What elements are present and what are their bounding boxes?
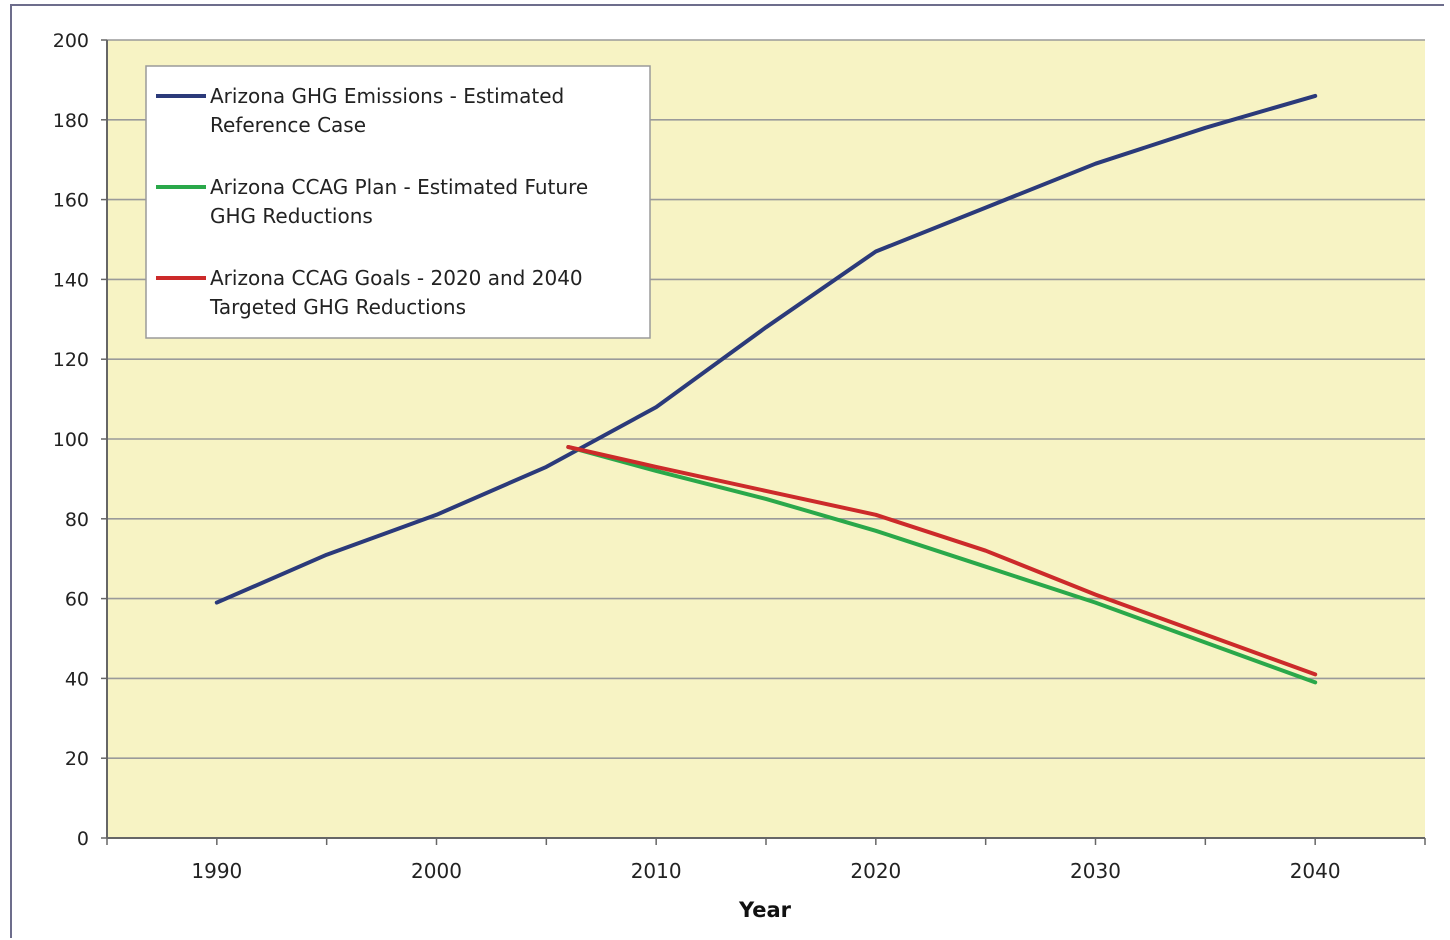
y-tick-label: 80 (65, 509, 89, 531)
legend-label: Reference Case (210, 113, 366, 137)
y-tick-label: 60 (65, 589, 89, 611)
y-tick-label: 0 (77, 828, 89, 850)
legend-label: GHG Reductions (210, 204, 373, 228)
chart-frame (10, 4, 1444, 938)
legend-label: Targeted GHG Reductions (209, 295, 466, 319)
series-line-1 (214, 93, 1318, 605)
legend-label: Arizona CCAG Goals - 2020 and 2040 (210, 266, 583, 290)
x-tick-label: 2000 (411, 859, 462, 883)
x-tick-label: 2020 (850, 859, 901, 883)
x-tick-label: 2030 (1070, 859, 1121, 883)
y-tick-label: 20 (65, 748, 89, 770)
y-tick-label: 200 (53, 30, 89, 52)
legend-box (145, 65, 651, 339)
x-tick-label: 2010 (631, 859, 682, 883)
series-line-3 (566, 445, 1318, 677)
legend-label: Arizona GHG Emissions - Estimated (210, 84, 564, 108)
y-tick-label: 180 (53, 110, 89, 132)
series-line-2 (566, 445, 1318, 685)
x-axis-label: Year (738, 898, 792, 922)
y-tick-label: 100 (53, 429, 89, 451)
x-tick-label: 1990 (191, 859, 242, 883)
legend-label: Arizona CCAG Plan - Estimated Future (210, 175, 588, 199)
y-tick-label: 140 (53, 269, 89, 291)
y-tick-label: 120 (53, 349, 89, 371)
y-tick-label: 160 (53, 190, 89, 212)
x-tick-label: 2040 (1290, 859, 1341, 883)
y-tick-label: 40 (65, 668, 89, 690)
